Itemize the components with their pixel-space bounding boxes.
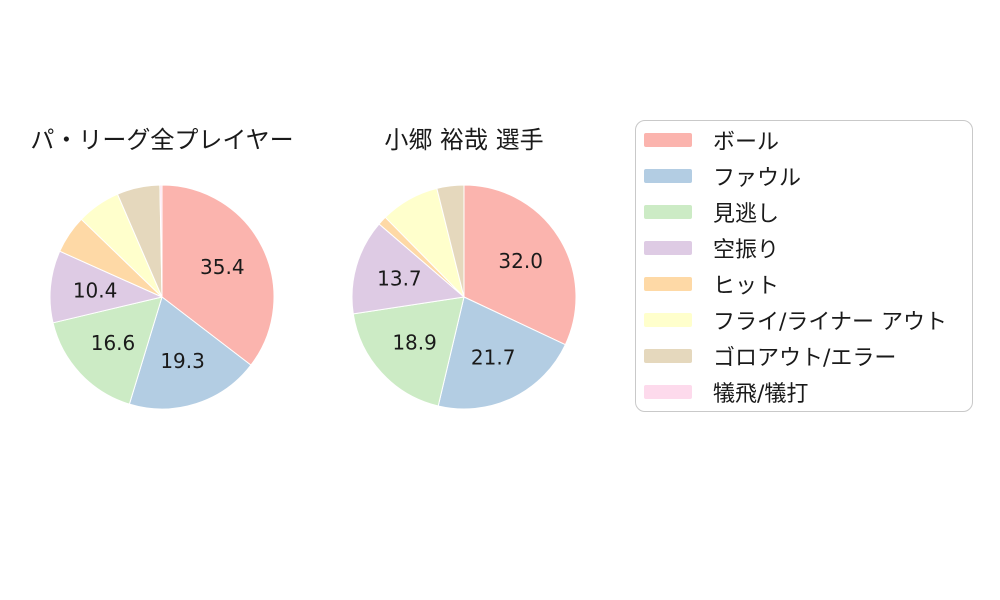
pie-player: 32.0 21.7 18.9 13.7 bbox=[351, 184, 577, 410]
legend: ボールファウル見逃し空振りヒットフライ/ライナー アウト ゴロアウト/エラー 犠飛/… bbox=[635, 120, 973, 412]
pie-chart-league: パ・リーグ全プレイヤー 35.4 19.3 16.6 10.4 bbox=[0, 0, 332, 600]
pie-chart-player: 小郷 裕哉 選手 32.0 21.7 18.9 13.7 bbox=[294, 0, 634, 600]
chart-title-player: 小郷 裕哉 選手 bbox=[384, 126, 544, 154]
legend-label-3: 空振り bbox=[713, 238, 780, 263]
pie-slice-0-2 bbox=[52, 296, 163, 405]
legend-swatch-4 bbox=[644, 277, 692, 291]
pie-slice-0-7 bbox=[159, 184, 163, 298]
pie-value-label-0-3: 10.4 bbox=[73, 279, 118, 303]
legend-swatch-5 bbox=[644, 313, 692, 327]
pie-slice-1-3 bbox=[351, 223, 465, 315]
pie-slice-0-1 bbox=[128, 296, 252, 410]
pie-slice-1-6 bbox=[436, 184, 465, 298]
legend-swatch-3 bbox=[644, 241, 692, 255]
legend-item-6: ゴロアウト/エラー bbox=[636, 338, 972, 374]
legend-swatch-1 bbox=[644, 169, 692, 183]
legend-swatch-0 bbox=[644, 133, 692, 147]
pie-value-label-0-0: 35.4 bbox=[200, 255, 245, 279]
legend-item-0: ボール bbox=[636, 122, 972, 158]
legend-label-7: 犠飛/犠打 bbox=[713, 382, 809, 407]
pie-slice-1-2 bbox=[352, 296, 465, 407]
legend-swatch-7 bbox=[644, 385, 692, 399]
pie-slice-0-3 bbox=[49, 250, 163, 324]
pie-slice-1-1 bbox=[437, 296, 566, 410]
legend-swatch-6 bbox=[644, 349, 692, 363]
legend-item-1: ファウル bbox=[636, 158, 972, 194]
legend-label-0: ボール bbox=[713, 130, 780, 155]
legend-item-5: フライ/ライナー アウト bbox=[636, 302, 972, 338]
legend-item-3: 空振り bbox=[636, 230, 972, 266]
pie-value-label-1-1: 21.7 bbox=[471, 346, 516, 370]
pie-value-label-0-2: 16.6 bbox=[91, 331, 136, 355]
pie-value-label-1-0: 32.0 bbox=[498, 249, 543, 273]
chart-title-league: パ・リーグ全プレイヤー bbox=[30, 126, 294, 154]
pie-slice-1-0 bbox=[463, 184, 577, 346]
pie-league: 35.4 19.3 16.6 10.4 bbox=[49, 184, 275, 410]
legend-label-4: ヒット bbox=[713, 274, 780, 299]
legend-item-2: 見逃し bbox=[636, 194, 972, 230]
legend-item-4: ヒット bbox=[636, 266, 972, 302]
legend-label-2: 見逃し bbox=[713, 202, 780, 227]
legend-label-1: ファウル bbox=[713, 166, 802, 191]
pie-value-label-1-2: 18.9 bbox=[392, 331, 437, 355]
pie-value-label-1-3: 13.7 bbox=[377, 267, 422, 291]
pie-value-label-0-1: 19.3 bbox=[160, 349, 205, 373]
legend-swatch-2 bbox=[644, 205, 692, 219]
legend-label-5: フライ/ライナー アウト bbox=[713, 310, 947, 335]
legend-item-7: 犠飛/犠打 bbox=[636, 374, 972, 410]
legend-label-6: ゴロアウト/エラー bbox=[713, 346, 897, 371]
pie-slice-0-0 bbox=[161, 184, 275, 366]
